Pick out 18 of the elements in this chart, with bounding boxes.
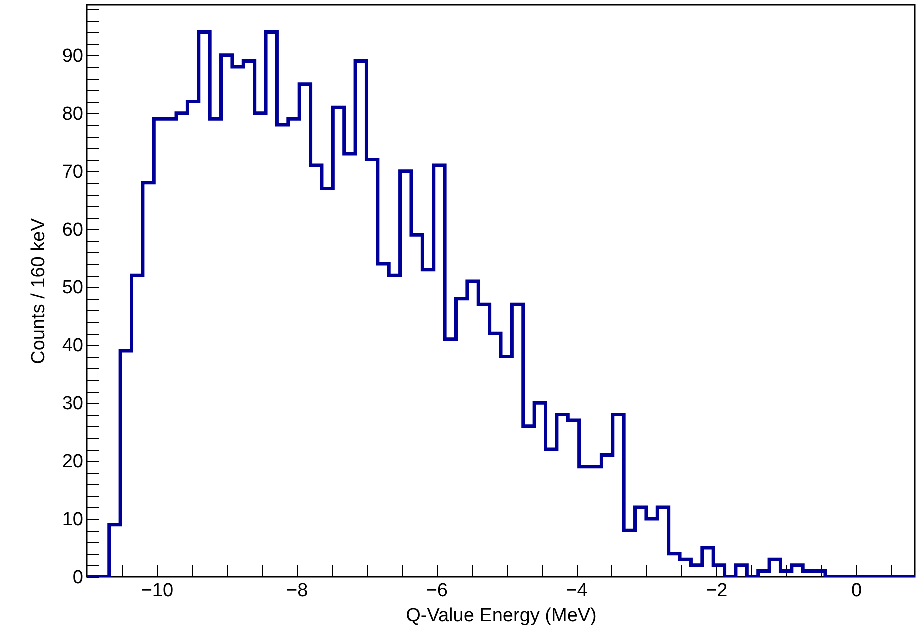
y-tick-label: 30	[62, 394, 84, 415]
y-tick-label: 20	[62, 452, 84, 473]
x-axis-title: Q-Value Energy (MeV)	[406, 606, 597, 626]
y-tick-label: 80	[62, 104, 84, 125]
y-tick-label: 10	[62, 510, 84, 531]
y-tick-label: 50	[62, 278, 84, 299]
y-tick-label: 90	[62, 46, 84, 67]
y-tick-label: 60	[62, 220, 84, 241]
y-tick-label: 0	[72, 568, 84, 588]
y-axis-title: Counts / 160 keV	[28, 218, 50, 364]
x-tick-label: −4	[566, 580, 588, 602]
x-tick-label: −10	[141, 580, 174, 602]
x-tick-label: −6	[426, 580, 448, 602]
y-tick-label: 40	[62, 336, 84, 357]
x-tick-label: 0	[851, 580, 862, 602]
x-tick-label: −8	[286, 580, 308, 602]
x-tick-label: −2	[706, 580, 728, 602]
y-tick-label: 70	[62, 162, 84, 183]
